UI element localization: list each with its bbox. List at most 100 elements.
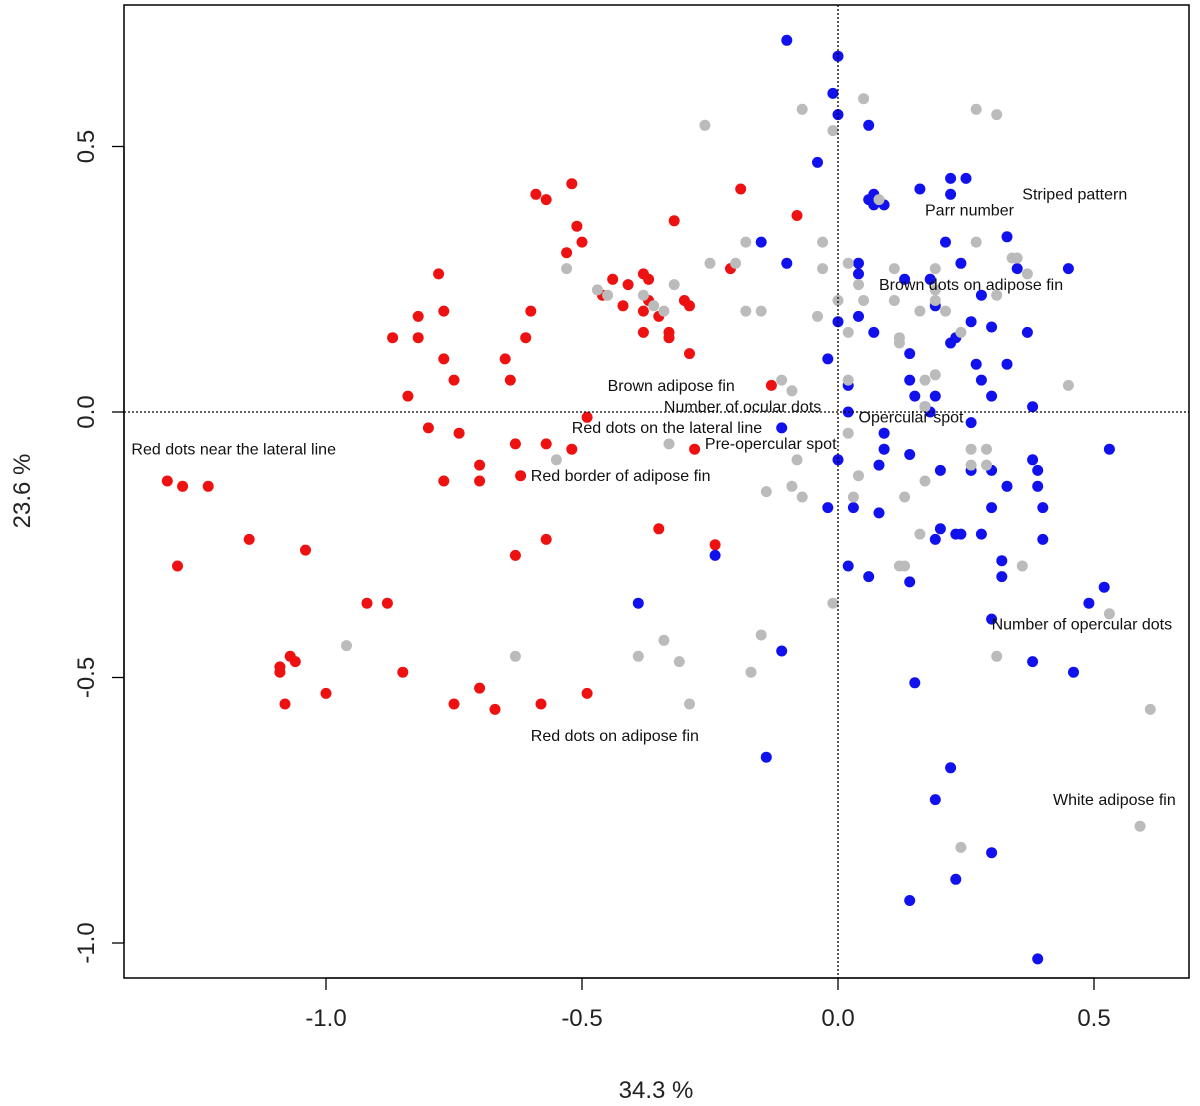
data-point <box>888 295 900 306</box>
data-point <box>684 348 695 360</box>
data-point <box>853 257 864 269</box>
x-tick-label: -0.5 <box>561 1005 602 1032</box>
data-point <box>765 379 777 391</box>
data-point <box>842 257 854 269</box>
data-point <box>965 459 977 471</box>
data-point <box>786 480 798 492</box>
data-point <box>981 443 992 455</box>
data-point <box>289 656 301 668</box>
data-point <box>684 300 695 312</box>
data-point <box>202 480 214 492</box>
data-point <box>504 374 516 386</box>
data-point <box>975 289 987 301</box>
data-point <box>791 210 803 221</box>
data-point <box>970 358 982 370</box>
data-point <box>868 326 880 338</box>
data-point <box>1103 443 1115 455</box>
data-point <box>279 698 291 710</box>
data-point <box>914 305 926 317</box>
data-point <box>791 454 803 466</box>
data-point <box>981 459 992 471</box>
variable-label: White adipose fin <box>1053 792 1176 809</box>
data-point <box>858 295 870 306</box>
data-point <box>1001 231 1013 243</box>
data-point <box>991 650 1003 662</box>
data-point <box>842 326 854 338</box>
data-point <box>530 188 542 200</box>
data-point <box>914 183 926 195</box>
variable-label: Brown dots on adipose fin <box>879 277 1063 294</box>
data-point <box>412 310 424 322</box>
data-point <box>489 703 501 715</box>
data-point <box>1068 666 1079 678</box>
variable-label: Red dots near the lateral line <box>131 442 336 459</box>
data-point <box>740 236 752 248</box>
data-point <box>576 236 588 248</box>
data-point <box>438 475 450 487</box>
data-point <box>945 762 957 774</box>
data-point <box>975 374 987 386</box>
data-point <box>796 491 808 503</box>
data-point <box>827 597 839 609</box>
data-point <box>525 305 537 317</box>
data-point <box>919 374 931 386</box>
data-point <box>945 188 957 200</box>
data-point <box>561 247 573 259</box>
data-point <box>1011 263 1023 275</box>
data-point <box>899 273 911 285</box>
data-point <box>540 194 552 206</box>
variable-label: Red border of adipose fin <box>531 468 711 485</box>
data-point <box>1011 252 1023 264</box>
data-point <box>550 454 562 466</box>
data-point <box>904 449 916 460</box>
data-point <box>888 263 900 275</box>
data-point <box>817 263 829 275</box>
data-point <box>474 475 486 487</box>
data-point <box>663 438 675 450</box>
data-point <box>986 613 998 625</box>
data-point <box>986 390 998 402</box>
data-point <box>172 560 183 572</box>
data-point <box>893 337 905 349</box>
data-point <box>637 305 649 317</box>
data-point <box>341 640 352 652</box>
data-point <box>617 300 629 312</box>
data-point <box>929 284 941 296</box>
variable-labels: Striped pattern Parr number Brown dots on … <box>131 187 1175 809</box>
data-point <box>673 656 685 668</box>
data-point <box>965 443 977 455</box>
data-point <box>970 236 982 248</box>
data-point <box>699 119 711 131</box>
y-axis-title: 23.6 % <box>9 454 36 529</box>
data-point <box>996 555 1008 567</box>
y-tick-label: -1.0 <box>73 922 100 963</box>
data-point <box>637 326 649 338</box>
data-point <box>847 502 859 514</box>
data-point <box>909 390 921 402</box>
data-point <box>704 257 716 269</box>
data-point <box>387 332 399 344</box>
data-point <box>755 305 767 317</box>
x-axis-title: 34.3 % <box>619 1077 694 1104</box>
data-point <box>509 650 521 662</box>
data-point <box>581 411 593 423</box>
data-point <box>1083 597 1095 609</box>
data-point <box>402 390 414 402</box>
data-point <box>740 305 752 317</box>
data-point <box>412 332 424 344</box>
data-point <box>842 374 854 386</box>
data-point <box>591 284 603 296</box>
data-point <box>668 279 680 291</box>
y-tick-label: -0.5 <box>73 657 100 698</box>
data-point <box>653 523 665 535</box>
data-point <box>904 895 916 906</box>
data-point <box>474 682 486 694</box>
y-tick-label: 0.0 <box>73 395 100 428</box>
data-point <box>945 172 957 184</box>
data-point <box>709 549 721 561</box>
data-point <box>735 183 747 195</box>
data-point <box>776 374 788 386</box>
data-point <box>781 34 793 46</box>
y-tick-label: 0.5 <box>73 130 100 163</box>
